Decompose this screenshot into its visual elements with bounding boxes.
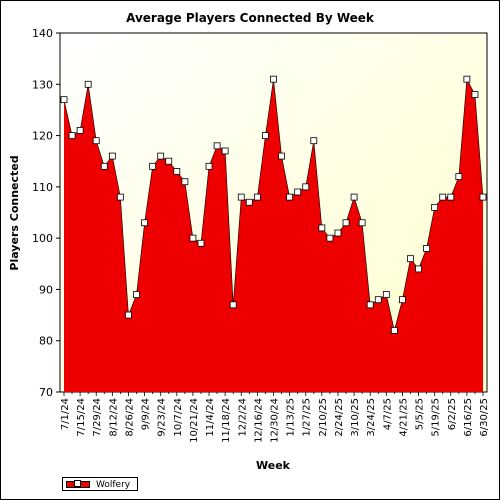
- data-point: [407, 255, 414, 263]
- y-tick-label: 120: [32, 130, 53, 143]
- data-point: [382, 291, 390, 298]
- y-tick-label: 130: [32, 78, 53, 91]
- data-point: [310, 137, 318, 145]
- x-tick-label: 2/10/25: [318, 398, 329, 437]
- data-point: [374, 296, 382, 304]
- data-point: [181, 178, 189, 186]
- x-tick-label: 11/4/24: [205, 398, 216, 437]
- x-tick-label: 8/12/24: [108, 398, 119, 437]
- data-point: [334, 229, 342, 237]
- data-point: [245, 198, 253, 206]
- data-point: [149, 162, 157, 170]
- data-point: [125, 311, 132, 319]
- series-area: [64, 79, 483, 392]
- data-point: [221, 147, 229, 155]
- data-point: [318, 224, 326, 232]
- data-point: [302, 183, 310, 191]
- legend: Wolfery: [62, 477, 138, 491]
- data-point: [358, 219, 366, 227]
- data-point: [463, 75, 471, 83]
- y-tick-label: 90: [39, 283, 53, 296]
- data-point: [431, 203, 439, 211]
- x-tick-label: 3/24/25: [366, 398, 377, 437]
- data-point: [189, 234, 197, 242]
- x-tick-label: 12/30/24: [270, 398, 281, 443]
- x-tick-label: 4/7/25: [382, 398, 393, 430]
- y-tick-label: 70: [39, 386, 53, 399]
- data-point: [439, 193, 447, 201]
- data-point: [133, 291, 140, 298]
- data-point: [68, 132, 76, 139]
- data-point: [455, 173, 463, 181]
- data-point: [237, 193, 245, 201]
- data-point: [141, 219, 148, 227]
- data-point: [326, 234, 334, 242]
- data-point: [117, 193, 124, 201]
- x-tick-label: 12/2/24: [237, 398, 248, 437]
- data-point: [205, 162, 213, 170]
- x-tick-label: 4/21/25: [398, 398, 409, 437]
- data-point: [76, 127, 84, 134]
- x-tick-label: 3/10/25: [350, 398, 361, 437]
- data-point: [213, 142, 221, 150]
- x-tick-label: 6/2/25: [447, 398, 458, 430]
- data-point: [447, 193, 455, 201]
- data-point: [229, 301, 237, 309]
- x-tick-label: 11/18/24: [221, 398, 232, 443]
- data-point: [84, 80, 92, 88]
- x-tick-label: 10/7/24: [173, 398, 184, 437]
- x-tick-label: 1/13/25: [286, 398, 297, 437]
- data-point: [342, 219, 350, 227]
- x-tick-label: 6/16/25: [463, 398, 474, 437]
- data-point: [399, 296, 406, 304]
- data-point: [286, 193, 294, 201]
- legend-marker: [74, 480, 81, 487]
- data-point: [108, 152, 116, 160]
- data-point: [253, 193, 261, 201]
- x-tick-label: 9/9/24: [141, 398, 152, 430]
- data-point: [294, 188, 302, 196]
- x-tick-label: 9/23/24: [157, 398, 168, 437]
- data-point: [60, 96, 68, 104]
- data-point: [165, 157, 173, 165]
- x-tick-label: 7/15/24: [76, 398, 87, 437]
- data-point: [471, 91, 479, 98]
- data-point: [197, 239, 205, 247]
- data-point: [262, 132, 269, 139]
- y-axis-label: Players Connected: [8, 155, 21, 270]
- x-axis-label: Week: [256, 459, 291, 472]
- x-tick-label: 8/26/24: [124, 398, 135, 437]
- data-point: [157, 152, 165, 160]
- x-tick-label: 5/5/25: [415, 398, 426, 430]
- data-point: [390, 327, 398, 334]
- chart-title: Average Players Connected By Week: [126, 11, 375, 25]
- x-tick-label: 7/29/24: [92, 398, 103, 437]
- data-point: [92, 137, 100, 145]
- y-tick-label: 80: [39, 335, 53, 348]
- data-point: [479, 193, 487, 201]
- legend-label: Wolfery: [96, 480, 131, 490]
- legend-swatch: [66, 480, 90, 488]
- data-point: [278, 152, 285, 160]
- y-tick-label: 110: [32, 181, 53, 194]
- x-tick-label: 7/1/24: [60, 398, 71, 430]
- data-point: [350, 193, 358, 201]
- x-tick-label: 10/21/24: [189, 398, 200, 443]
- data-point: [270, 75, 277, 83]
- y-tick-label: 140: [32, 27, 53, 40]
- data-point: [100, 162, 108, 170]
- x-tick-label: 5/19/25: [431, 398, 442, 437]
- data-point: [366, 301, 374, 309]
- x-tick-label: 2/24/25: [334, 398, 345, 437]
- data-point: [415, 265, 422, 273]
- data-point: [423, 244, 431, 252]
- x-tick-label: 1/27/25: [302, 398, 313, 437]
- data-point: [173, 168, 181, 175]
- y-tick-label: 100: [32, 232, 53, 245]
- x-tick-label: 12/16/24: [253, 398, 264, 443]
- x-tick-label: 6/30/25: [479, 398, 490, 437]
